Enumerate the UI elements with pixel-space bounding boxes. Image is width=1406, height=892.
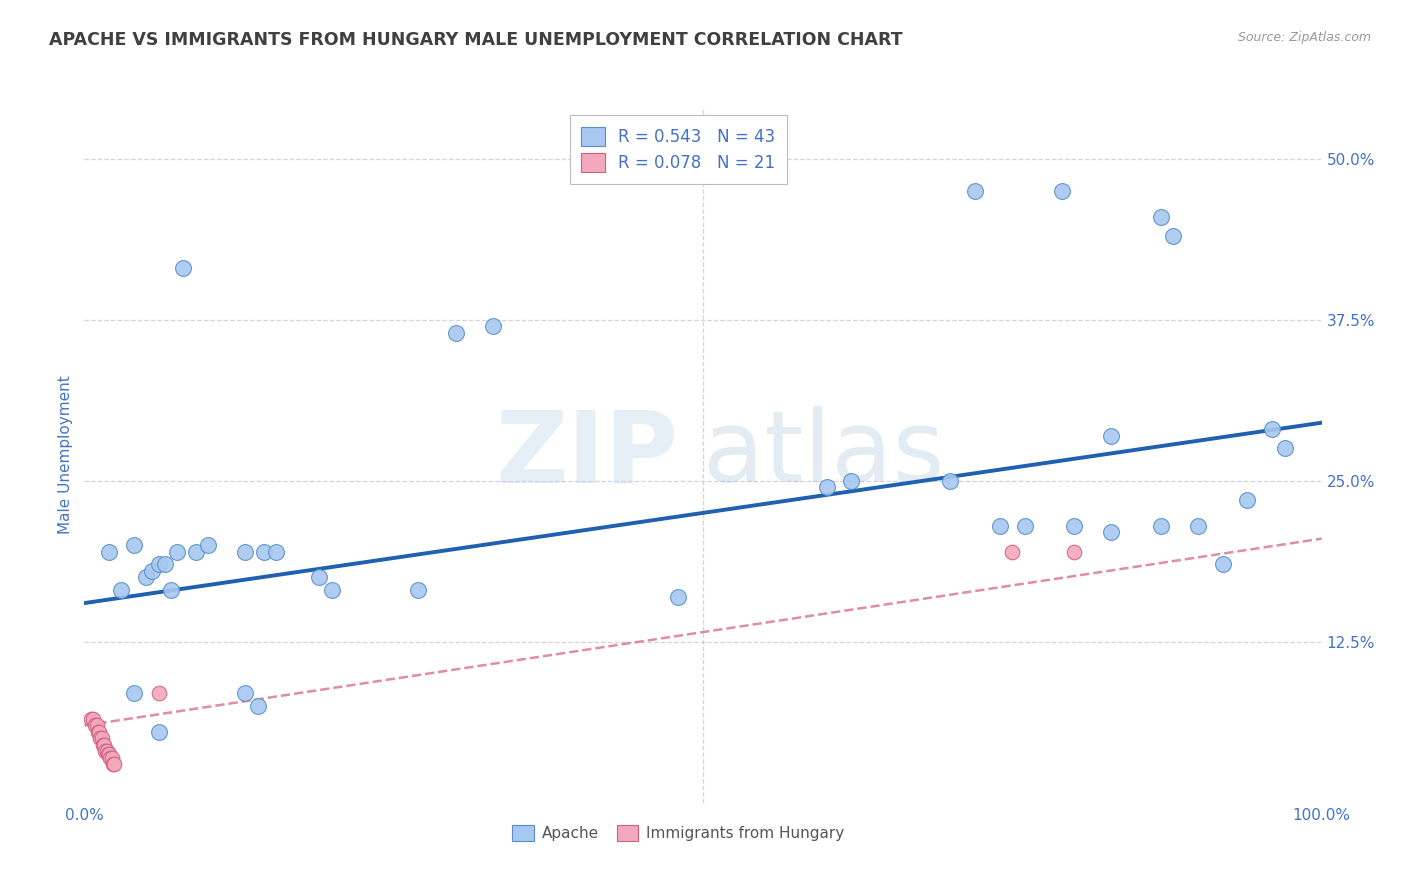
Point [1274,442,1296,456]
Text: atlas: atlas [703,407,945,503]
Point [308,570,330,584]
Point [841,474,863,488]
Text: Source: ZipAtlas.com: Source: ZipAtlas.com [1237,31,1371,45]
Point [1014,518,1036,533]
Point [90,731,112,746]
Point [172,261,194,276]
Point [1001,544,1024,558]
Point [1150,518,1173,533]
Point [939,474,962,488]
Point [103,757,125,772]
Point [160,583,183,598]
Point [94,744,117,758]
Point [321,583,343,598]
Point [79,712,101,726]
Point [1150,210,1173,224]
Point [148,558,170,572]
Point [98,544,121,558]
Point [481,319,503,334]
Y-axis label: Male Unemployment: Male Unemployment [58,376,73,534]
Point [1187,518,1209,533]
Point [89,731,111,746]
Point [253,544,276,558]
Point [444,326,467,340]
Point [1099,525,1122,540]
Point [93,738,115,752]
Point [1236,493,1258,508]
Legend: Apache, Immigrants from Hungary: Apache, Immigrants from Hungary [506,819,851,847]
Point [666,590,689,604]
Point [100,750,122,764]
Point [91,738,114,752]
Point [233,544,256,558]
Point [166,544,188,558]
Point [110,583,132,598]
Point [82,712,104,726]
Point [84,718,107,732]
Point [246,699,269,714]
Point [148,725,170,739]
Point [86,718,108,732]
Point [89,725,111,739]
Point [1050,184,1073,198]
Point [97,747,120,761]
Point [148,686,170,700]
Point [101,757,124,772]
Point [96,744,118,758]
Text: APACHE VS IMMIGRANTS FROM HUNGARY MALE UNEMPLOYMENT CORRELATION CHART: APACHE VS IMMIGRANTS FROM HUNGARY MALE U… [49,31,903,49]
Point [1099,428,1122,442]
Point [815,480,838,494]
Point [1212,558,1234,572]
Point [1161,228,1184,243]
Point [1063,518,1085,533]
Point [87,725,110,739]
Point [184,544,207,558]
Point [408,583,430,598]
Point [135,570,157,584]
Point [141,564,163,578]
Text: ZIP: ZIP [495,407,678,503]
Point [98,747,121,761]
Point [965,184,987,198]
Point [233,686,256,700]
Point [98,750,121,764]
Point [153,558,176,572]
Point [988,518,1011,533]
Point [122,538,145,552]
Point [264,544,287,558]
Point [1063,544,1085,558]
Point [122,686,145,700]
Point [1261,422,1284,436]
Point [197,538,219,552]
